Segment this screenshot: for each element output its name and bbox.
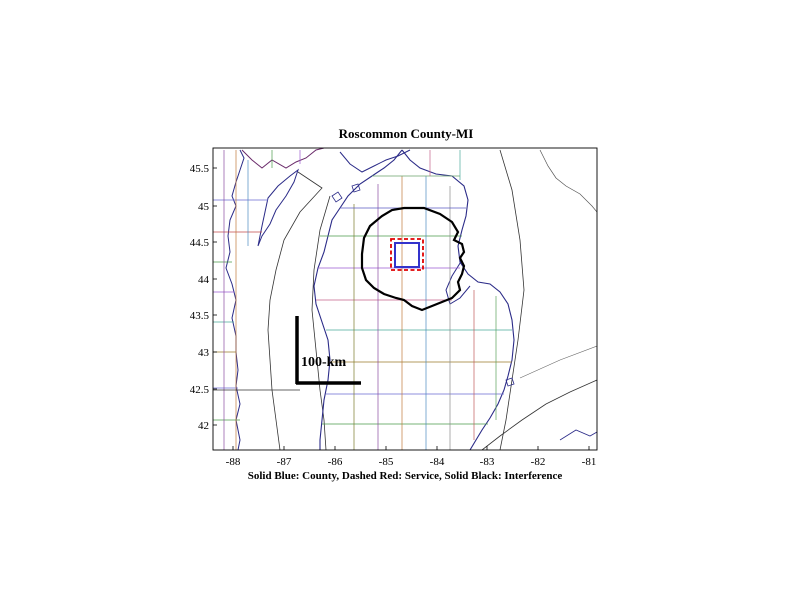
x-tick-label: -86	[328, 456, 343, 468]
interference-contour	[360, 206, 466, 312]
upper-peninsula-shore	[241, 148, 325, 169]
upper-peninsula-county-grid	[271, 150, 461, 180]
x-tick-marks	[232, 446, 590, 450]
y-tick-label: 42.5	[190, 384, 210, 396]
ontario-shoreline	[539, 149, 597, 213]
y-tick-label: 42	[198, 420, 209, 432]
door-peninsula	[257, 168, 299, 247]
x-tick-label: -81	[582, 456, 597, 468]
scale-bar-label: 100-km	[301, 355, 346, 370]
basemap	[213, 148, 597, 450]
county-grid	[316, 175, 512, 450]
service-area	[390, 238, 424, 271]
x-tick-label: -84	[430, 456, 445, 468]
x-tick-label: -83	[480, 456, 495, 468]
wisconsin-shoreline	[225, 149, 245, 450]
wisconsin-county-grid	[213, 150, 300, 450]
map-caption: Solid Blue: County, Dashed Red: Service,…	[247, 470, 563, 482]
x-tick-label: -82	[531, 456, 546, 468]
island	[331, 191, 343, 203]
county-boundary	[394, 242, 420, 268]
plot-frame	[212, 147, 598, 451]
x-tick-label: -85	[379, 456, 394, 468]
saginaw-bay	[445, 259, 471, 305]
island	[351, 183, 361, 193]
x-tick-label: -87	[277, 456, 292, 468]
y-tick-marks	[213, 167, 217, 426]
y-tick-labels: 45.5 45 44.5 44 43.5 43 42.5 42	[190, 163, 210, 432]
y-tick-label: 44.5	[190, 237, 210, 249]
x-tick-labels: -88 -87 -86 -85 -84 -83 -82 -81	[226, 456, 597, 468]
island	[505, 377, 515, 387]
x-tick-label: -88	[226, 456, 241, 468]
y-tick-label: 43	[198, 347, 210, 359]
y-tick-label: 43.5	[190, 310, 210, 322]
scale-bar: 100-km	[295, 316, 361, 385]
y-tick-label: 45.5	[190, 163, 210, 175]
y-tick-label: 45	[198, 201, 210, 213]
map-title: Roscommon County-MI	[338, 126, 474, 141]
y-tick-label: 44	[198, 274, 210, 286]
